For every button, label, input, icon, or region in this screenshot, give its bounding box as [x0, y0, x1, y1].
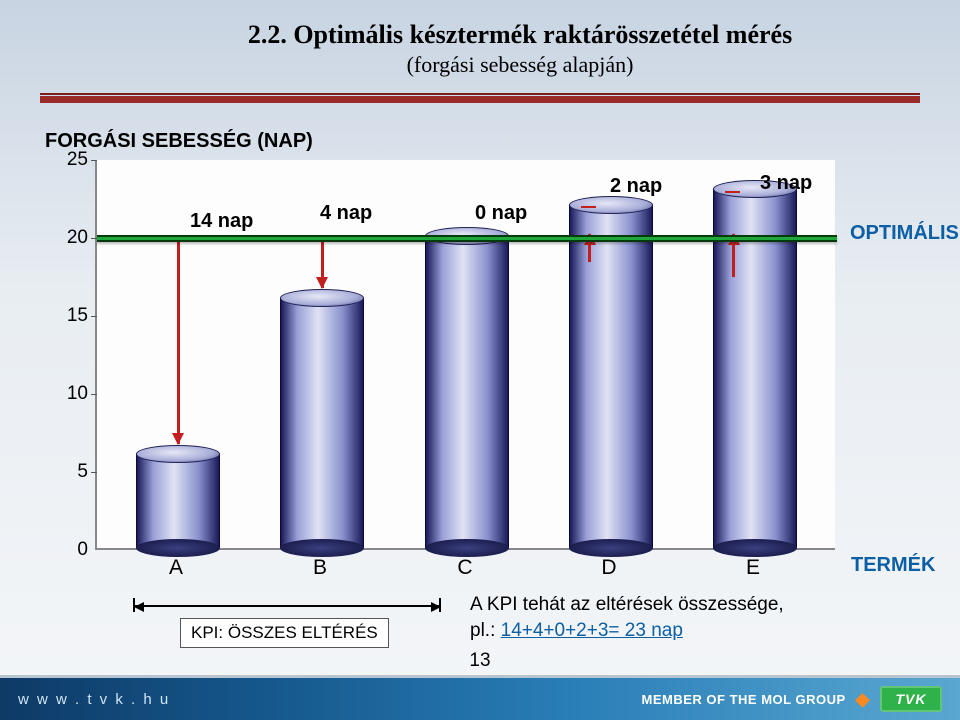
optimal-line: [97, 235, 837, 242]
bar-d: [569, 205, 653, 548]
footer-bar: w w w . t v k . h u MEMBER OF THE MOL GR…: [0, 678, 960, 720]
slide-title-block: 2.2. Optimális késztermék raktárösszetét…: [170, 20, 870, 78]
slide: 2.2. Optimális késztermék raktárösszetét…: [0, 0, 960, 720]
deviation-label: 4 nap: [320, 202, 372, 225]
page-number: 13: [469, 650, 490, 672]
x-tick: C: [405, 556, 525, 580]
y-tick: 15: [60, 305, 88, 327]
deviation-label: 14 nap: [190, 210, 253, 233]
kpi-range-bracket: [133, 598, 441, 612]
y-tick: 25: [60, 149, 88, 171]
footer-url: w w w . t v k . h u: [18, 691, 170, 708]
slide-title: 2.2. Optimális késztermék raktárösszetét…: [170, 20, 870, 50]
x-axis-label: TERMÉK: [851, 554, 935, 577]
tvk-logo-icon: TVK: [880, 686, 942, 712]
x-tick: B: [260, 556, 380, 580]
x-tick: A: [116, 556, 236, 580]
y-tick: 0: [60, 539, 88, 561]
x-tick: D: [549, 556, 669, 580]
bar-a: [136, 454, 220, 548]
y-tick: 20: [60, 227, 88, 249]
bar-c: [425, 236, 509, 548]
kpi-line2-prefix: pl.:: [470, 620, 501, 641]
deviation-label: 0 nap: [475, 202, 527, 225]
footer-mol-text: MEMBER OF THE MOL GROUP: [642, 692, 846, 707]
kpi-explain: A KPI tehát az eltérések összessége, pl.…: [470, 592, 784, 643]
deviation-arrow: [321, 238, 324, 288]
deviation-label: 3 nap: [760, 172, 812, 195]
bar-b: [280, 298, 364, 548]
title-divider: [40, 93, 920, 103]
deviation-label: 2 nap: [610, 175, 662, 198]
x-tick: E: [693, 556, 813, 580]
kpi-line1: A KPI tehát az eltérések összessége,: [470, 594, 784, 615]
mol-logo-icon: ◆: [856, 689, 870, 710]
kpi-box: KPI: ÖSSZES ELTÉRÉS: [180, 618, 389, 648]
y-tick: 10: [60, 383, 88, 405]
footer-mol: MEMBER OF THE MOL GROUP ◆ TVK: [642, 686, 942, 712]
slide-subtitle: (forgási sebesség alapján): [170, 52, 870, 78]
deviation-arrow: [177, 238, 180, 444]
kpi-line2-sum: 14+4+0+2+3= 23 nap: [501, 620, 683, 641]
y-tick: 5: [60, 461, 88, 483]
bar-e: [713, 189, 797, 548]
optimal-label: OPTIMÁLIS: [850, 222, 959, 245]
forg-sebesseg-chart: FORGÁSI SEBESSÉG (NAP) 25 20 15 10 5 0: [95, 160, 835, 550]
